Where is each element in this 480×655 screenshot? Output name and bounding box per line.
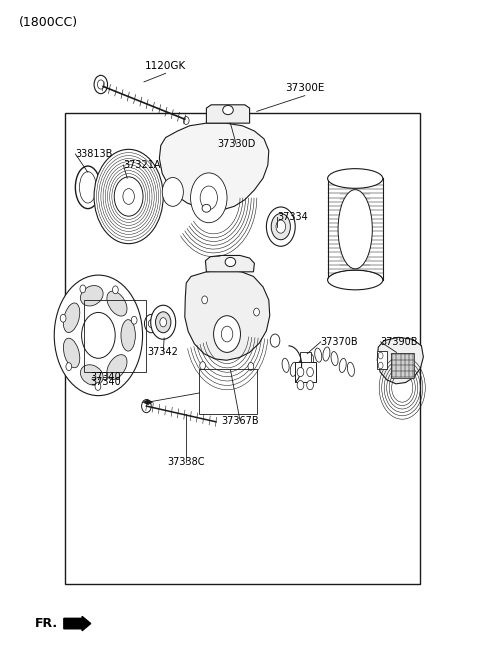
- Bar: [199, 369, 257, 414]
- Circle shape: [200, 186, 217, 210]
- FancyArrow shape: [64, 616, 91, 631]
- Circle shape: [378, 352, 383, 359]
- Text: 37340: 37340: [90, 371, 121, 382]
- Polygon shape: [185, 270, 270, 360]
- Ellipse shape: [327, 168, 383, 188]
- Text: 1120GK: 1120GK: [145, 61, 186, 71]
- Circle shape: [123, 189, 134, 204]
- Circle shape: [248, 362, 254, 370]
- Circle shape: [97, 80, 104, 89]
- Bar: [65, 113, 420, 584]
- Text: 37340: 37340: [90, 377, 121, 386]
- Polygon shape: [206, 105, 250, 123]
- Circle shape: [214, 316, 240, 352]
- Circle shape: [144, 314, 158, 333]
- Ellipse shape: [348, 362, 354, 377]
- Ellipse shape: [79, 172, 96, 203]
- Text: FR.: FR.: [35, 617, 58, 630]
- Text: 37334: 37334: [277, 212, 308, 223]
- Text: 37390B: 37390B: [381, 337, 418, 347]
- Circle shape: [297, 381, 304, 390]
- Ellipse shape: [63, 338, 80, 367]
- Circle shape: [112, 286, 118, 293]
- Circle shape: [60, 314, 66, 322]
- Circle shape: [156, 312, 171, 333]
- Text: 37330D: 37330D: [217, 139, 255, 149]
- Ellipse shape: [299, 360, 305, 375]
- Bar: [391, 353, 414, 378]
- Circle shape: [276, 220, 286, 233]
- Polygon shape: [143, 400, 153, 405]
- Ellipse shape: [81, 365, 103, 385]
- Circle shape: [162, 178, 183, 206]
- Circle shape: [271, 214, 290, 240]
- Circle shape: [151, 305, 176, 339]
- Bar: [84, 300, 146, 372]
- Circle shape: [191, 173, 227, 223]
- Ellipse shape: [327, 270, 383, 290]
- Circle shape: [270, 334, 280, 347]
- Circle shape: [132, 316, 137, 324]
- Ellipse shape: [107, 291, 127, 316]
- Ellipse shape: [75, 166, 100, 209]
- Ellipse shape: [290, 362, 297, 377]
- Circle shape: [142, 400, 151, 413]
- Ellipse shape: [331, 352, 338, 365]
- Circle shape: [307, 367, 313, 377]
- Ellipse shape: [202, 204, 211, 212]
- Circle shape: [114, 177, 143, 216]
- Circle shape: [95, 383, 101, 390]
- Circle shape: [183, 117, 189, 124]
- Circle shape: [160, 318, 167, 327]
- Bar: [300, 352, 311, 362]
- Circle shape: [307, 381, 313, 390]
- Circle shape: [80, 285, 86, 293]
- Polygon shape: [377, 337, 423, 384]
- Bar: [295, 362, 316, 382]
- Ellipse shape: [81, 286, 103, 306]
- Circle shape: [297, 367, 304, 377]
- Ellipse shape: [225, 257, 236, 267]
- Circle shape: [378, 362, 383, 369]
- Circle shape: [266, 207, 295, 246]
- Circle shape: [54, 275, 143, 396]
- Polygon shape: [159, 123, 269, 210]
- Text: 37367B: 37367B: [221, 415, 259, 426]
- Ellipse shape: [307, 354, 313, 368]
- Ellipse shape: [282, 358, 289, 373]
- Ellipse shape: [107, 354, 127, 379]
- Text: 37300E: 37300E: [285, 83, 324, 93]
- Circle shape: [94, 75, 108, 94]
- Ellipse shape: [315, 348, 322, 362]
- Ellipse shape: [323, 347, 330, 361]
- Text: 37338C: 37338C: [168, 457, 205, 467]
- Bar: [377, 351, 387, 369]
- Circle shape: [94, 149, 163, 244]
- Ellipse shape: [339, 358, 346, 373]
- Circle shape: [148, 320, 154, 328]
- Circle shape: [66, 363, 72, 371]
- Ellipse shape: [223, 105, 233, 115]
- Text: 37370B: 37370B: [321, 337, 358, 347]
- Text: 37342: 37342: [148, 347, 179, 358]
- Circle shape: [253, 308, 259, 316]
- Ellipse shape: [63, 303, 80, 333]
- Circle shape: [82, 312, 115, 358]
- Text: 33813B: 33813B: [75, 149, 113, 159]
- Circle shape: [202, 296, 207, 304]
- Polygon shape: [205, 255, 254, 272]
- Ellipse shape: [121, 320, 135, 351]
- Text: 37321A: 37321A: [123, 160, 161, 170]
- Circle shape: [200, 362, 205, 369]
- Ellipse shape: [338, 190, 372, 269]
- Text: (1800CC): (1800CC): [19, 16, 78, 29]
- Circle shape: [221, 326, 233, 342]
